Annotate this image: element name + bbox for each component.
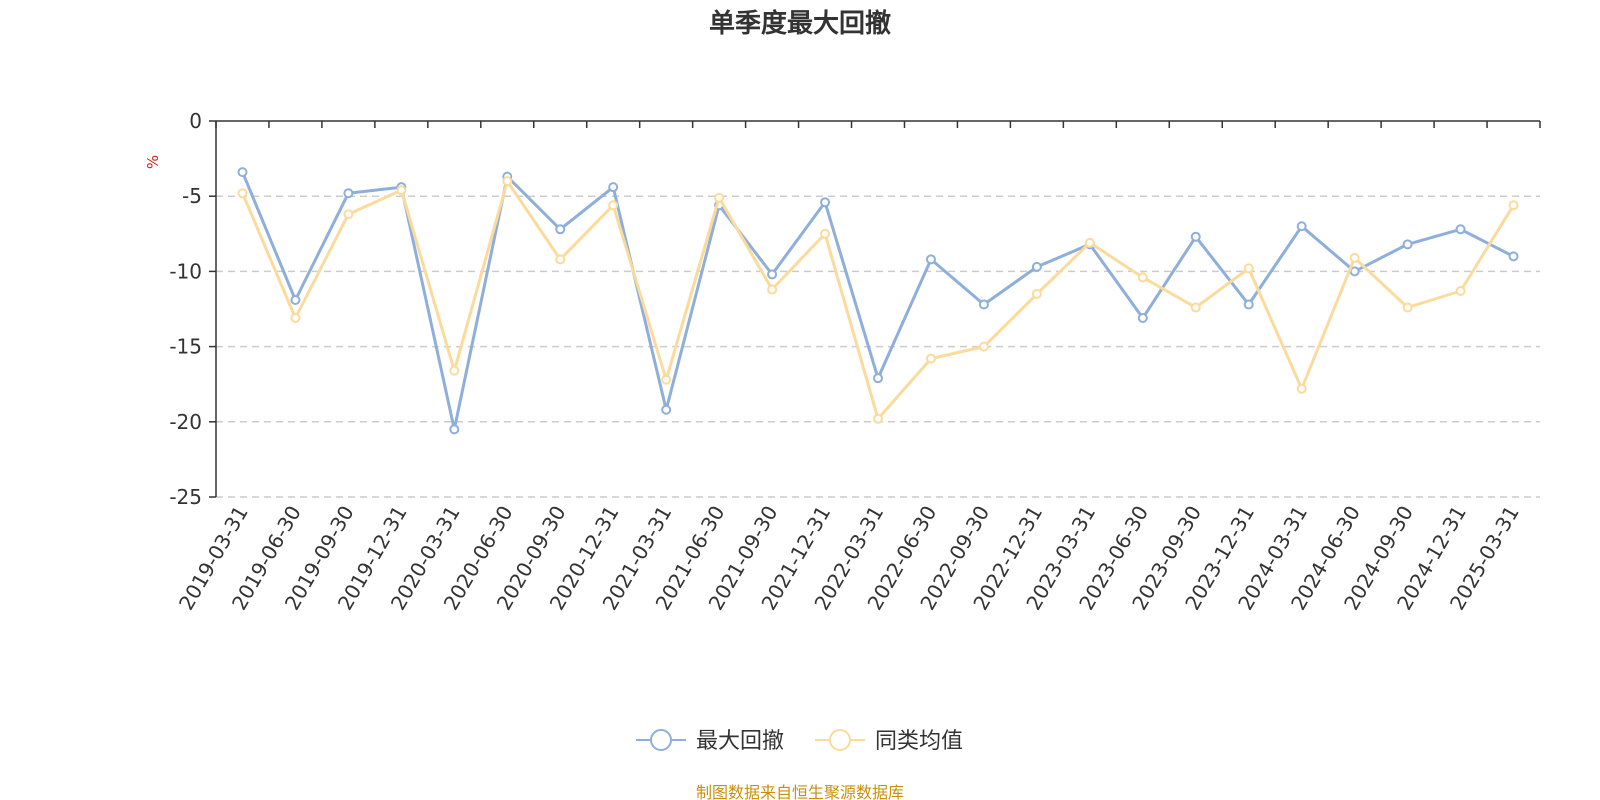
legend-label-peer-average: 同类均值 (875, 729, 963, 754)
y-axis-tick-label: -20 (169, 410, 202, 434)
series-2-point[interactable] (396, 185, 407, 196)
series-2-point[interactable] (343, 209, 354, 220)
series-1-point[interactable] (873, 373, 883, 384)
series-1-point[interactable] (1190, 231, 1201, 242)
series-2-point[interactable] (820, 228, 831, 239)
series-1-point[interactable] (820, 197, 831, 208)
series-2-point[interactable] (1508, 200, 1519, 211)
series-2-point[interactable] (978, 341, 989, 352)
series-2-point[interactable] (1402, 302, 1413, 313)
series-2-point[interactable] (1349, 252, 1360, 263)
data-source-note: 制图数据来自恒生聚源数据库 (696, 783, 904, 800)
y-axis-unit-label: % (144, 155, 162, 169)
series-2-point[interactable] (1084, 237, 1095, 248)
series-2-point[interactable] (661, 374, 672, 385)
series-lines (237, 167, 1519, 435)
series-1-point[interactable] (449, 424, 460, 435)
chart-title: 单季度最大回撤 (709, 8, 891, 39)
series-1-point[interactable] (1243, 299, 1254, 310)
series-2-point[interactable] (767, 284, 778, 295)
series-1-point[interactable] (661, 404, 672, 415)
series-1-point[interactable] (555, 224, 566, 235)
series-2-point[interactable] (925, 353, 936, 364)
series-2-point[interactable] (873, 413, 883, 424)
series-1-point[interactable] (767, 269, 778, 280)
y-axis-tick-labels: 0 -5 -10 -15 -20 -25 (169, 109, 202, 509)
series-2-point[interactable] (449, 365, 460, 376)
y-axis-tick-label: -15 (169, 335, 202, 359)
series-1-point[interactable] (978, 299, 989, 310)
series-1-point[interactable] (608, 182, 619, 193)
y-axis-tick-label: -10 (169, 259, 202, 283)
series-2-point[interactable] (555, 254, 566, 265)
legend-series-1-circle-icon (650, 729, 672, 751)
series-2-point[interactable] (1190, 302, 1201, 313)
series-2-point[interactable] (1137, 272, 1148, 283)
y-axis-tick-label: -25 (169, 485, 202, 509)
series-2-point[interactable] (237, 188, 248, 199)
series-2-point[interactable] (608, 200, 619, 211)
series-2 (237, 176, 1519, 424)
series-1 (237, 167, 1519, 435)
legend[interactable]: 最大回撤 同类均值 (636, 729, 963, 754)
series-2-point[interactable] (290, 313, 301, 324)
series-1-point[interactable] (237, 167, 248, 178)
series-1-point[interactable] (1455, 224, 1466, 235)
legend-item-max-drawdown[interactable]: 最大回撤 (636, 729, 784, 754)
series-1-point[interactable] (1508, 251, 1519, 262)
y-axis-tick-label: 0 (189, 109, 202, 133)
series-1-point[interactable] (343, 188, 354, 199)
series-2-point[interactable] (502, 176, 513, 187)
series-1-point[interactable] (1031, 261, 1042, 272)
y-axis-tick-label: -5 (182, 184, 202, 208)
series-2-point[interactable] (1455, 285, 1466, 296)
legend-label-max-drawdown: 最大回撤 (696, 729, 784, 754)
x-axis-tick-labels: 2019-03-312019-06-302019-09-302019-12-31… (174, 502, 1524, 615)
series-1-point[interactable] (1402, 239, 1413, 250)
series-1-point[interactable] (1137, 313, 1148, 324)
series-2-point[interactable] (714, 192, 725, 203)
series-1-point[interactable] (1296, 221, 1307, 232)
series-1-point[interactable] (290, 294, 301, 305)
axes (209, 120, 1541, 498)
series-1-point[interactable] (925, 254, 936, 265)
legend-series-2-circle-icon (829, 729, 851, 751)
legend-item-peer-average[interactable]: 同类均值 (815, 729, 963, 754)
series-2-point[interactable] (1031, 288, 1042, 299)
series-2-point[interactable] (1296, 383, 1307, 394)
series-2-point[interactable] (1243, 263, 1254, 274)
